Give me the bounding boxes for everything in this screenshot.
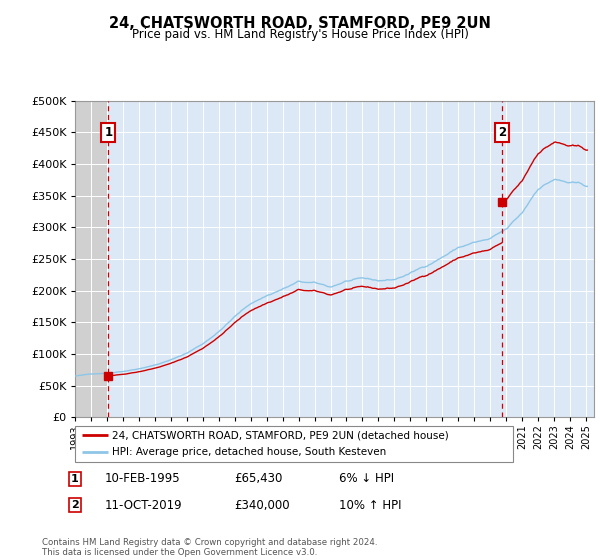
Text: 1: 1 bbox=[104, 126, 112, 139]
Text: Contains HM Land Registry data © Crown copyright and database right 2024.
This d: Contains HM Land Registry data © Crown c… bbox=[42, 538, 377, 557]
Text: 24, CHATSWORTH ROAD, STAMFORD, PE9 2UN: 24, CHATSWORTH ROAD, STAMFORD, PE9 2UN bbox=[109, 16, 491, 31]
Text: HPI: Average price, detached house, South Kesteven: HPI: Average price, detached house, Sout… bbox=[112, 447, 386, 457]
Text: 24, CHATSWORTH ROAD, STAMFORD, PE9 2UN (detached house): 24, CHATSWORTH ROAD, STAMFORD, PE9 2UN (… bbox=[112, 431, 449, 440]
Text: £340,000: £340,000 bbox=[234, 498, 290, 512]
Text: 2: 2 bbox=[498, 126, 506, 139]
Bar bbox=[75, 101, 108, 417]
Text: 6% ↓ HPI: 6% ↓ HPI bbox=[339, 472, 394, 486]
Text: Price paid vs. HM Land Registry's House Price Index (HPI): Price paid vs. HM Land Registry's House … bbox=[131, 28, 469, 41]
Text: £65,430: £65,430 bbox=[234, 472, 283, 486]
Text: 10-FEB-1995: 10-FEB-1995 bbox=[105, 472, 181, 486]
Text: 10% ↑ HPI: 10% ↑ HPI bbox=[339, 498, 401, 512]
Bar bbox=[108, 101, 594, 417]
Text: 1: 1 bbox=[71, 474, 79, 484]
Text: 11-OCT-2019: 11-OCT-2019 bbox=[105, 498, 182, 512]
Text: 2: 2 bbox=[71, 500, 79, 510]
